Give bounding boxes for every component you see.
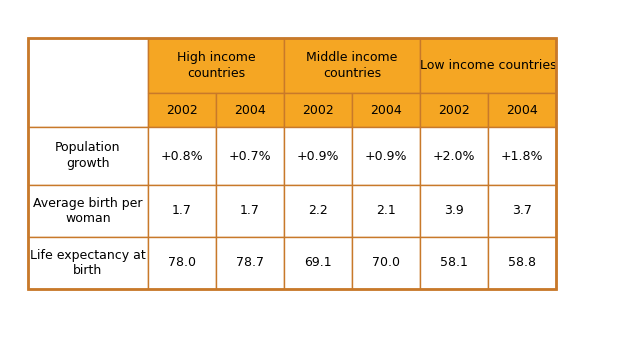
Text: +1.8%: +1.8%: [500, 150, 543, 162]
Text: 3.9: 3.9: [444, 204, 464, 218]
Text: 58.1: 58.1: [440, 257, 468, 269]
Bar: [148, 237, 216, 289]
Bar: [284, 93, 352, 127]
Bar: [216, 127, 284, 185]
Text: +0.9%: +0.9%: [297, 150, 339, 162]
Bar: [148, 93, 216, 127]
Text: 3.7: 3.7: [512, 204, 532, 218]
Bar: [216, 237, 284, 289]
Bar: [488, 185, 556, 237]
Text: 2004: 2004: [506, 104, 538, 116]
Bar: [352, 127, 420, 185]
Text: 78.7: 78.7: [236, 257, 264, 269]
Text: 78.0: 78.0: [168, 257, 196, 269]
Text: 69.1: 69.1: [304, 257, 332, 269]
Bar: [488, 237, 556, 289]
Bar: [352, 237, 420, 289]
Bar: [284, 38, 420, 93]
Bar: [352, 93, 420, 127]
Text: Life expectancy at
birth: Life expectancy at birth: [30, 248, 146, 277]
Bar: [28, 38, 148, 127]
Text: Population
growth: Population growth: [55, 141, 121, 171]
Bar: [216, 93, 284, 127]
Text: Middle income
countries: Middle income countries: [307, 51, 397, 80]
Bar: [488, 93, 556, 127]
Bar: [352, 185, 420, 237]
Text: +2.0%: +2.0%: [433, 150, 476, 162]
Text: 70.0: 70.0: [372, 257, 400, 269]
Text: 1.7: 1.7: [240, 204, 260, 218]
Bar: [148, 38, 284, 93]
Text: 2.2: 2.2: [308, 204, 328, 218]
Bar: [148, 127, 216, 185]
Text: Average birth per
woman: Average birth per woman: [33, 197, 143, 225]
Bar: [284, 237, 352, 289]
Bar: [28, 38, 556, 289]
Text: Low income countries: Low income countries: [420, 59, 556, 72]
Text: 2002: 2002: [302, 104, 334, 116]
Text: High income
countries: High income countries: [177, 51, 255, 80]
Bar: [216, 185, 284, 237]
Bar: [420, 237, 488, 289]
Text: 58.8: 58.8: [508, 257, 536, 269]
Bar: [420, 185, 488, 237]
Bar: [284, 127, 352, 185]
Text: 2004: 2004: [370, 104, 402, 116]
Text: +0.8%: +0.8%: [161, 150, 204, 162]
Text: 2002: 2002: [438, 104, 470, 116]
Text: +0.7%: +0.7%: [228, 150, 271, 162]
Text: 1.7: 1.7: [172, 204, 192, 218]
Bar: [488, 127, 556, 185]
Bar: [28, 127, 148, 185]
Bar: [28, 185, 148, 237]
Bar: [284, 185, 352, 237]
Bar: [28, 237, 148, 289]
Bar: [148, 185, 216, 237]
Bar: [420, 93, 488, 127]
Bar: [420, 127, 488, 185]
Text: +0.9%: +0.9%: [365, 150, 407, 162]
Text: 2004: 2004: [234, 104, 266, 116]
Bar: [420, 38, 556, 93]
Text: 2002: 2002: [166, 104, 198, 116]
Text: 2.1: 2.1: [376, 204, 396, 218]
